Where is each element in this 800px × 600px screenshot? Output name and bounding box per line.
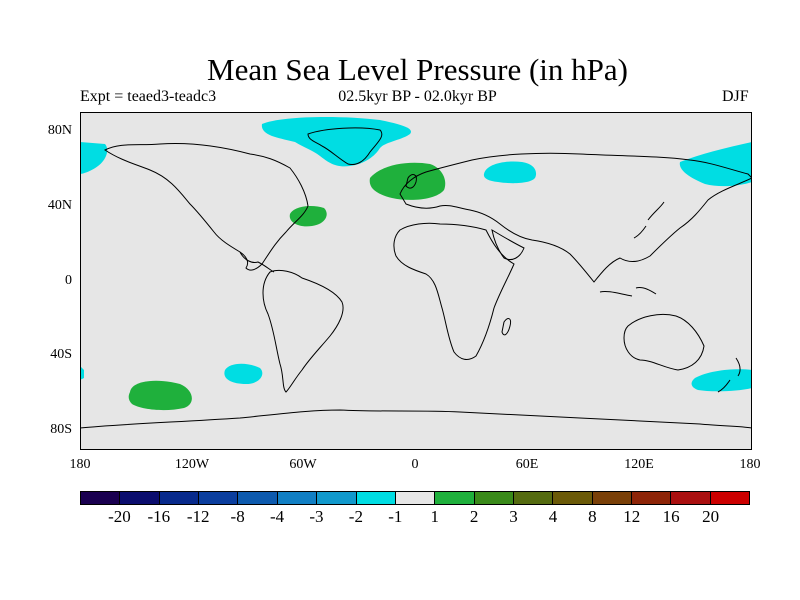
- colorbar-label: 1: [430, 507, 439, 526]
- colorbar-swatch: [199, 492, 239, 504]
- east-siberia-anomaly: [679, 142, 752, 187]
- colorbar-swatch: [710, 492, 750, 504]
- australia-coast: [623, 313, 705, 371]
- x-tick-label: 180: [739, 457, 761, 472]
- x-tick-label: 120W: [174, 457, 210, 472]
- colorbar-label: 16: [662, 507, 680, 526]
- coastlines: [80, 127, 752, 429]
- new-zealand-coast: [717, 357, 741, 393]
- greenland-coast: [307, 127, 383, 165]
- colorbar-swatch: [553, 492, 593, 504]
- x-tick-label: 0: [411, 457, 419, 472]
- japan-coast: [633, 201, 665, 239]
- y-tick-label: 40S: [50, 347, 72, 362]
- y-tick-label: 40N: [47, 198, 72, 213]
- colorbar-swatch: [81, 492, 121, 504]
- madagascar-coast: [501, 318, 511, 336]
- colorbar-swatch: [474, 492, 514, 504]
- south-pacific-anomaly: [224, 363, 263, 384]
- north-atlantic-anomaly: [289, 206, 327, 227]
- y-tick-label: 80S: [50, 422, 72, 437]
- colorbar-label: -20: [108, 507, 131, 526]
- experiment-label: Expt = teaed3-teadc3: [80, 88, 217, 105]
- x-tick-label: 180: [69, 457, 91, 472]
- map-frame: [80, 112, 752, 450]
- southern-ocean-anomaly: [128, 380, 192, 411]
- colorbar-swatch: [592, 492, 633, 504]
- barents-sea-anomaly: [483, 161, 537, 184]
- arabia-coast: [491, 228, 525, 261]
- colorbar-swatch: [513, 492, 554, 504]
- colorbar-swatch: [238, 492, 278, 504]
- colorbar-label: -4: [269, 507, 285, 526]
- colorbar-label: -16: [147, 507, 171, 526]
- world-map: [80, 112, 752, 450]
- south-america-coast: [262, 269, 344, 393]
- eurasia-coast: [399, 152, 752, 283]
- colorbar-swatch: [435, 492, 475, 504]
- time-period-label: 02.5kyr BP - 02.0kyr BP: [338, 88, 497, 105]
- colorbar-label: 12: [623, 507, 641, 526]
- x-tick-label: 60W: [289, 457, 317, 472]
- y-tick-label: 80N: [47, 123, 72, 138]
- season-label: DJF: [722, 88, 749, 105]
- plot-title: Mean Sea Level Pressure (in hPa): [207, 52, 628, 87]
- colorbar-swatch: [277, 492, 318, 504]
- colorbar: [80, 491, 750, 505]
- colorbar-swatch: [632, 492, 672, 504]
- africa-coast: [393, 222, 515, 360]
- colorbar-swatch: [317, 492, 357, 504]
- colorbar-label: 3: [509, 507, 518, 526]
- central-america-coast: [239, 251, 275, 273]
- colorbar-swatch: [395, 492, 436, 504]
- colorbar-label: -2: [348, 507, 363, 526]
- indonesia-coast: [599, 287, 657, 297]
- colorbar-label: 8: [588, 507, 597, 526]
- x-tick-label: 120E: [624, 457, 654, 472]
- colorbar-label: -12: [186, 507, 210, 526]
- bering-anomaly: [80, 142, 108, 174]
- colorbar-swatch: [671, 492, 711, 504]
- tasman-anomaly: [691, 369, 752, 392]
- colorbar-label: 4: [548, 507, 558, 526]
- colorbar-label: 20: [702, 507, 720, 526]
- colorbar-swatch: [159, 492, 200, 504]
- colorbar-label: 2: [469, 507, 479, 526]
- colorbar-label: -8: [230, 507, 245, 526]
- antarctica-coast: [80, 409, 752, 429]
- y-tick-label: 0: [65, 273, 72, 288]
- colorbar-label: -3: [309, 507, 324, 526]
- colorbar-swatch: [356, 492, 396, 504]
- colorbar-label: -1: [388, 507, 403, 526]
- uk-coast: [405, 174, 417, 189]
- x-tick-label: 60E: [515, 457, 539, 472]
- colorbar-swatch: [120, 492, 160, 504]
